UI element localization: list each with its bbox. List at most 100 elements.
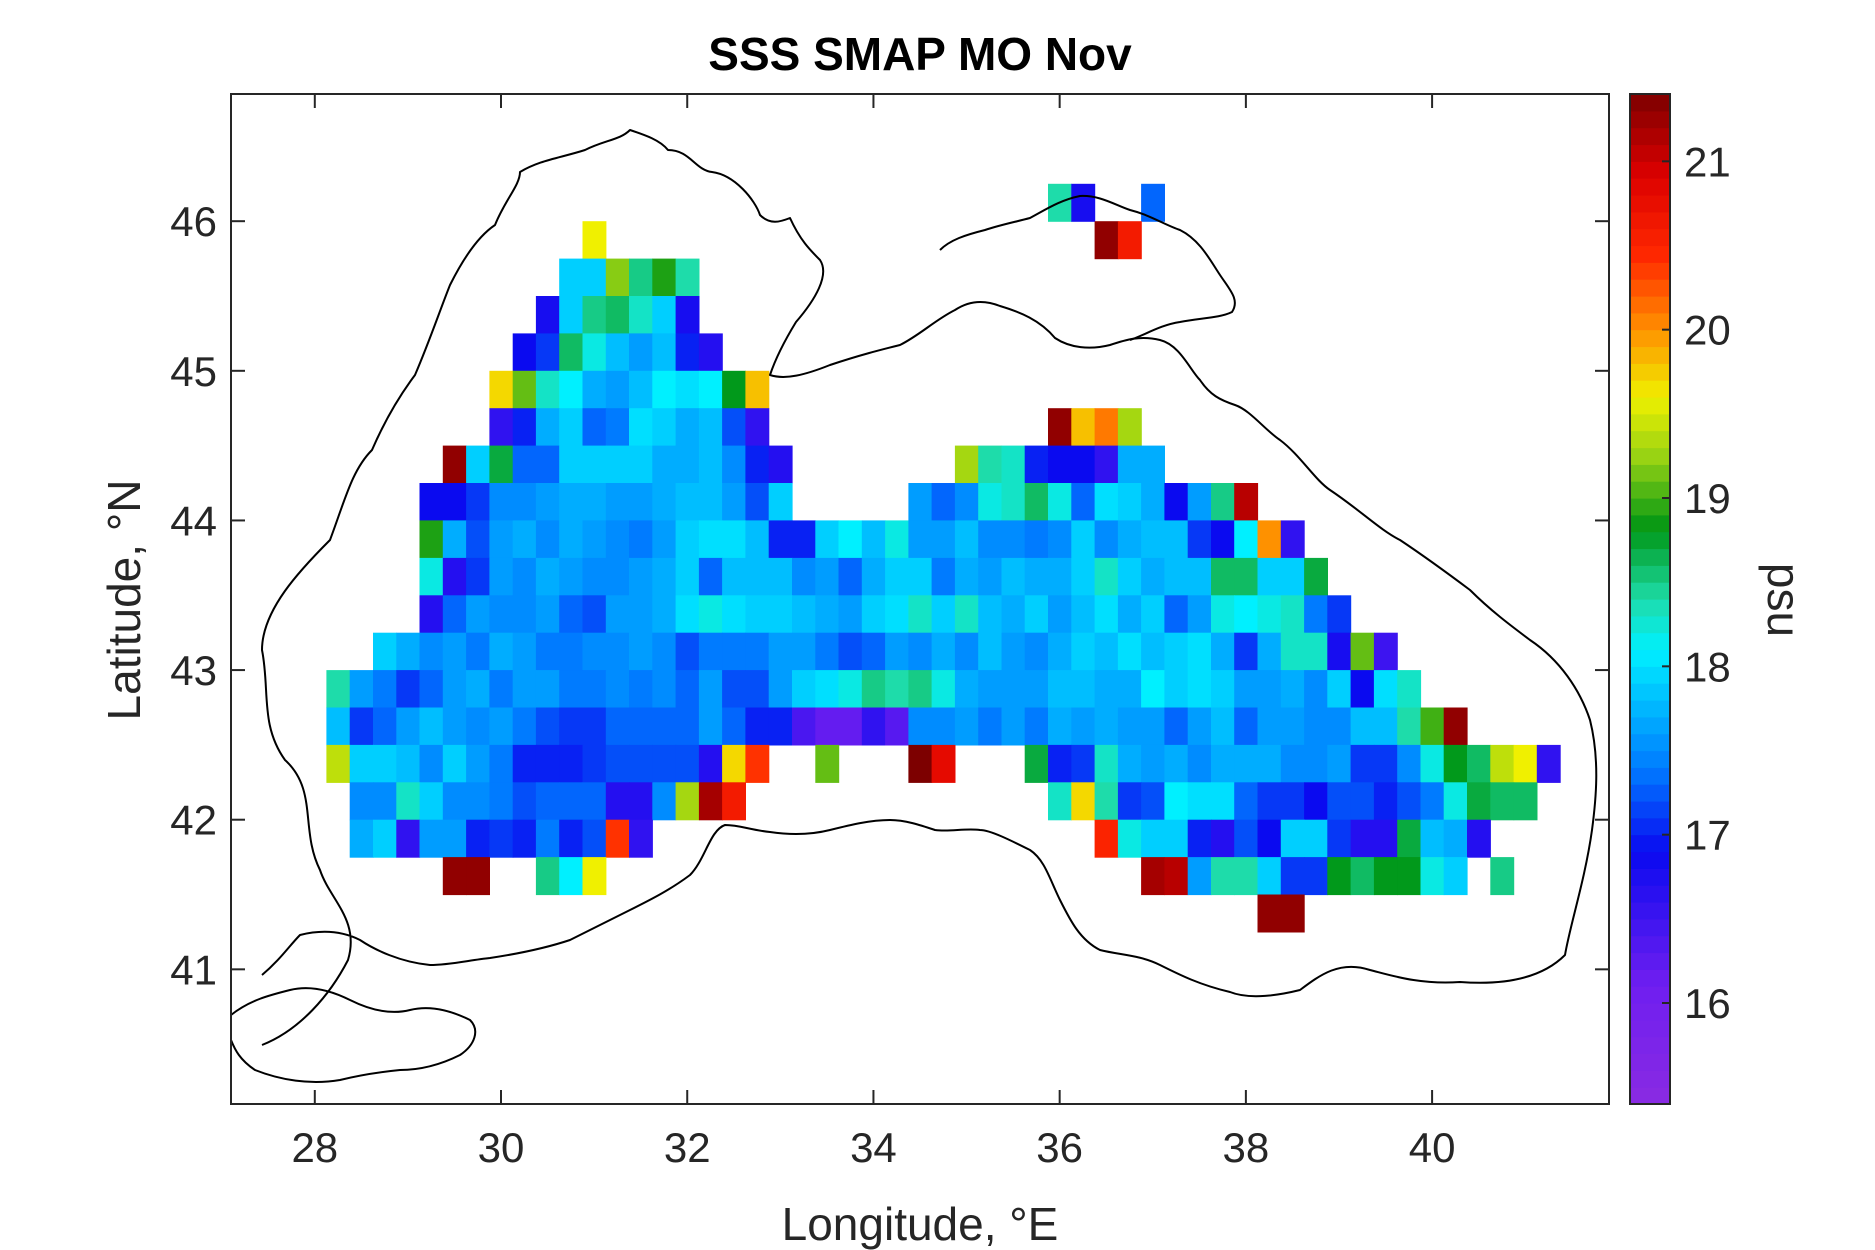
salinity-cell: [1257, 857, 1282, 896]
salinity-cell: [466, 707, 490, 746]
salinity-cell: [442, 782, 467, 821]
salinity-cell: [442, 819, 467, 858]
salinity-cell: [1071, 183, 1096, 222]
salinity-cell: [489, 408, 514, 447]
salinity-cell: [792, 707, 816, 746]
salinity-cell: [1187, 520, 1212, 559]
salinity-cell: [1094, 408, 1119, 447]
colorbar-segment: [1630, 195, 1670, 213]
salinity-cell: [1048, 408, 1072, 447]
salinity-cell: [1071, 595, 1096, 634]
salinity-cell: [954, 445, 979, 484]
salinity-cell: [978, 445, 1003, 484]
salinity-cell: [1141, 782, 1165, 821]
salinity-cell: [978, 595, 1003, 634]
coastline-azov: [939, 194, 1236, 341]
salinity-cell: [1211, 670, 1235, 709]
colorbar-segment: [1630, 716, 1670, 735]
salinity-cell: [1280, 632, 1305, 671]
colorbar-segment: [1630, 750, 1670, 768]
salinity-cell: [652, 557, 677, 596]
salinity-cells: [326, 183, 1561, 933]
salinity-cell: [1280, 782, 1305, 821]
colorbar-segment: [1630, 1019, 1670, 1038]
colorbar-segment: [1630, 514, 1670, 533]
coastline: [230, 129, 1598, 1083]
salinity-cell: [1001, 707, 1026, 746]
salinity-cell: [745, 483, 770, 521]
salinity-cell: [466, 819, 490, 858]
salinity-cell: [1490, 782, 1515, 821]
salinity-cell: [605, 258, 630, 297]
salinity-cell: [1164, 520, 1189, 559]
salinity-cell: [1536, 744, 1561, 783]
salinity-cell: [1280, 744, 1305, 783]
y-tick-label: 41: [170, 946, 217, 993]
salinity-cell: [559, 520, 584, 559]
colorbar-segment: [1630, 952, 1670, 970]
salinity-cell: [559, 707, 584, 746]
salinity-cell: [1350, 632, 1375, 671]
salinity-cell: [489, 707, 514, 746]
x-tick-label: 36: [1036, 1124, 1083, 1171]
salinity-cell: [535, 707, 560, 746]
salinity-cell: [559, 632, 584, 671]
salinity-cell: [1094, 782, 1119, 821]
salinity-cell: [1234, 595, 1259, 634]
salinity-cell: [419, 744, 444, 783]
colorbar-segment: [1630, 767, 1670, 785]
colorbar-segment: [1630, 969, 1670, 987]
salinity-cell: [1257, 782, 1282, 821]
salinity-cell: [1467, 819, 1491, 858]
salinity-cell: [419, 707, 444, 746]
salinity-cell: [466, 520, 490, 559]
salinity-cell: [1164, 632, 1189, 671]
x-axis-ticks: 28 30 32 34 36 38 40: [291, 94, 1455, 1171]
salinity-cell: [1024, 445, 1049, 484]
salinity-cell: [559, 744, 584, 783]
salinity-cell: [652, 670, 677, 709]
salinity-cell: [373, 632, 397, 671]
x-tick-label: 40: [1409, 1124, 1456, 1171]
salinity-cell: [954, 557, 979, 596]
salinity-cell: [1304, 782, 1328, 821]
salinity-cell: [1257, 894, 1282, 933]
salinity-cell: [535, 483, 560, 521]
salinity-cell: [326, 670, 351, 709]
salinity-cell: [722, 595, 746, 634]
salinity-cell: [1397, 707, 1422, 746]
salinity-cell: [1211, 483, 1235, 521]
salinity-cell: [1164, 857, 1189, 896]
salinity-cell: [396, 670, 421, 709]
salinity-cell: [652, 595, 677, 634]
salinity-cell: [512, 483, 537, 521]
salinity-cell: [349, 670, 374, 709]
salinity-cell: [1071, 445, 1096, 484]
salinity-cell: [582, 670, 607, 709]
salinity-cell: [1257, 632, 1282, 671]
salinity-cell: [1094, 707, 1119, 746]
salinity-cell: [1048, 595, 1072, 634]
salinity-cell: [1211, 819, 1235, 858]
salinity-cell: [559, 857, 584, 896]
y-tick-label: 42: [170, 797, 217, 844]
salinity-cell: [1094, 744, 1119, 783]
salinity-cell: [559, 408, 584, 447]
salinity-cell: [1327, 744, 1352, 783]
salinity-cell: [512, 333, 537, 372]
salinity-cell: [908, 557, 933, 596]
salinity-cell: [1211, 782, 1235, 821]
salinity-cell: [1257, 520, 1282, 559]
salinity-cell: [1001, 520, 1026, 559]
salinity-cell: [675, 670, 700, 709]
colorbar-segment: [1630, 245, 1670, 263]
salinity-cell: [605, 408, 630, 447]
colorbar-segment: [1630, 329, 1670, 348]
salinity-cell: [675, 333, 700, 372]
salinity-cell: [698, 483, 723, 521]
salinity-cell: [931, 632, 956, 671]
salinity-cell: [1211, 632, 1235, 671]
colorbar-segment: [1630, 312, 1670, 331]
salinity-cell: [1164, 670, 1189, 709]
